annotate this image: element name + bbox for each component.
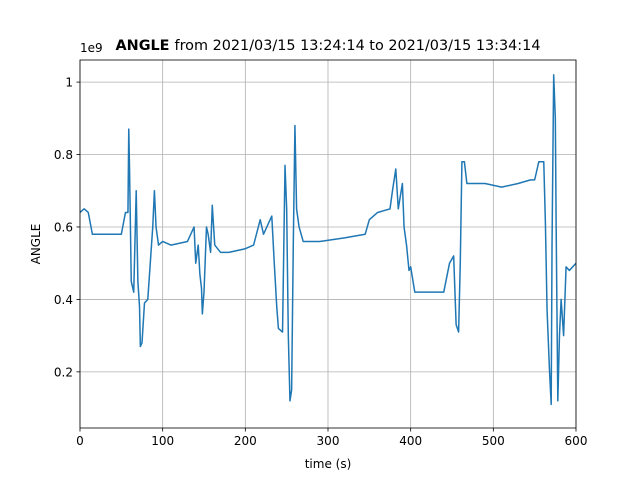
x-tick-label: 600	[565, 434, 588, 448]
title-bold: ANGLE	[116, 38, 170, 54]
x-tick-label: 400	[399, 434, 422, 448]
x-axis-label: time (s)	[305, 457, 352, 471]
y-tick-label: 0.4	[54, 293, 73, 307]
y-axis-label: ANGLE	[29, 224, 43, 265]
y-tick-label: 1	[65, 76, 73, 90]
title-rest: from 2021/03/15 13:24:14 to 2021/03/15 1…	[175, 38, 541, 54]
y-tick-label: 0.6	[54, 220, 73, 234]
x-tick-label: 100	[151, 434, 174, 448]
y-offset-label: 1e9	[80, 41, 103, 55]
data-line	[79, 74, 577, 406]
x-tick-label: 200	[234, 434, 257, 448]
x-tick-label: 0	[76, 434, 84, 448]
ticks: 0 100 200 300 400 500 600 0.2 0.4 0.6 0.8 1	[54, 76, 588, 448]
x-tick-label: 300	[317, 434, 340, 448]
x-tick-label: 500	[482, 434, 505, 448]
grid	[79, 60, 577, 428]
y-tick-label: 0.2	[54, 365, 73, 379]
y-tick-label: 0.8	[54, 148, 73, 162]
chart-title: ANGLE from 2021/03/15 13:24:14 to 2021/03…	[116, 38, 541, 54]
plot-area	[79, 74, 577, 406]
